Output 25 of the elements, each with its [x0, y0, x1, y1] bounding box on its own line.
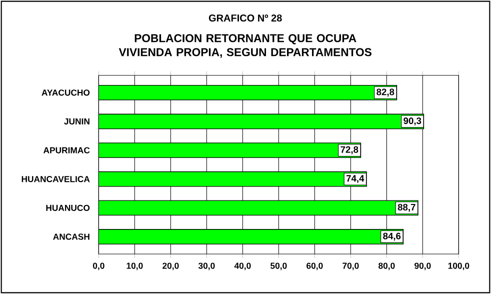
- y-tick-label: AYACUCHO: [42, 90, 90, 96]
- x-tick-label: 100,0: [448, 262, 470, 270]
- y-tick-label: ANCASH: [53, 234, 90, 240]
- data-label: 90,3: [404, 117, 422, 126]
- y-tick-label: JUNIN: [64, 118, 90, 124]
- x-tick-label: 80,0: [378, 262, 395, 270]
- x-tick-label: 0,0: [92, 262, 104, 270]
- x-tick-label: 10,0: [126, 262, 143, 270]
- chart-subtitle: POBLACION RETORNANTE QUE OCUPA VIVIENDA PROPIA, SEGUN DEPARTAMENTOS: [118, 34, 372, 58]
- y-tick-label: HUANCAVELICA: [22, 176, 90, 182]
- data-label: 74,4: [346, 175, 364, 184]
- x-tick-label: 40,0: [234, 262, 251, 270]
- data-label: 84,6: [383, 232, 401, 241]
- data-label: 72,8: [340, 146, 358, 154]
- x-tick-label: 50,0: [270, 262, 287, 270]
- x-tick-label: 20,0: [162, 262, 179, 270]
- x-tick-label: 60,0: [306, 262, 323, 270]
- x-tick-label: 70,0: [342, 262, 359, 270]
- data-label: 88,7: [398, 204, 416, 212]
- y-tick-label: HUANUCO: [46, 204, 90, 211]
- x-tick-label: 30,0: [198, 262, 215, 270]
- y-tick-label: APURIMAC: [43, 147, 90, 154]
- data-label: 82,8: [376, 88, 394, 97]
- x-tick-label: 90,0: [414, 262, 431, 270]
- chart-title: GRAFICO Nº 28: [208, 14, 282, 22]
